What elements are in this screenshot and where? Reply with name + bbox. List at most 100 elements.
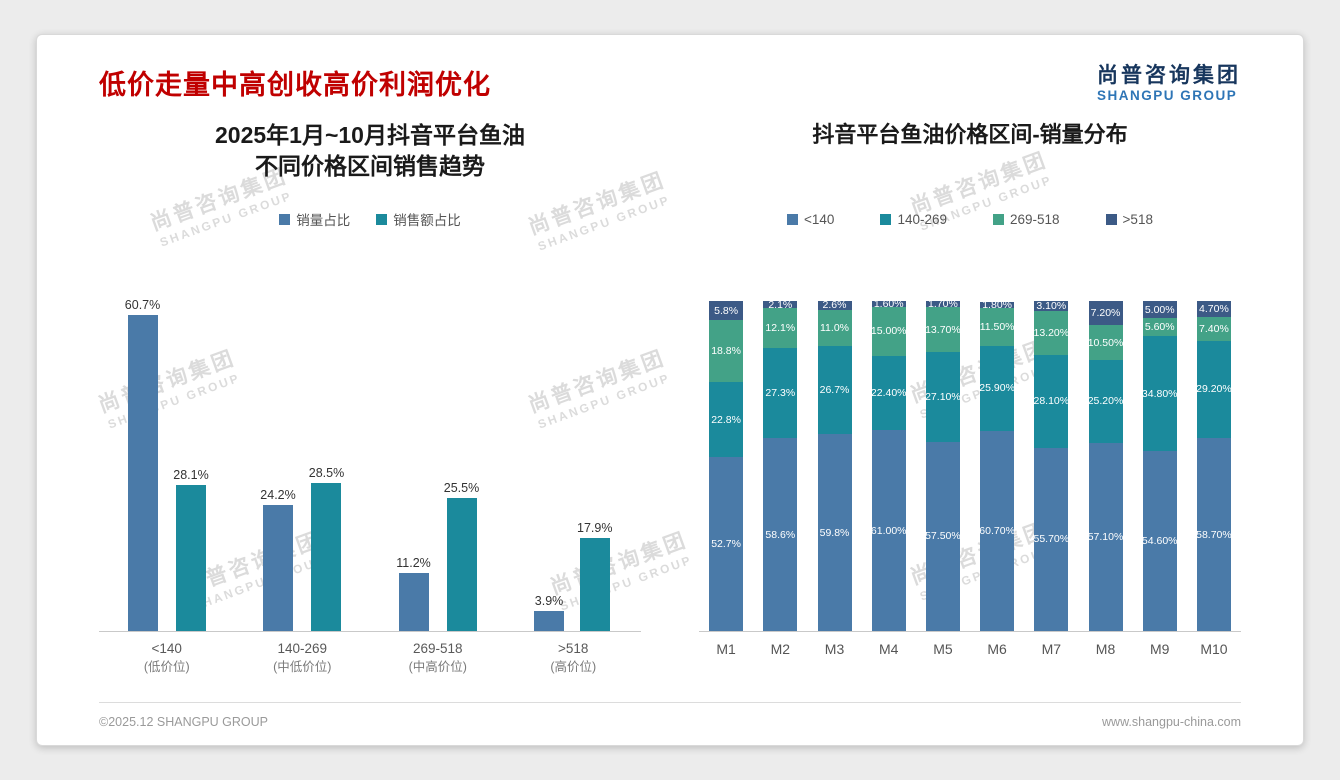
segment-value-label: 57.50% [925, 530, 961, 543]
segment-value-label: 58.70% [1196, 528, 1232, 541]
segment-value-label: 25.20% [1087, 395, 1124, 408]
company-logo: 尚普咨询集团 SHANGPU GROUP [1097, 63, 1241, 104]
legend-swatch [787, 213, 799, 225]
bar-column: 28.1% [173, 468, 209, 632]
bar-segment: 12.1% [763, 308, 798, 348]
bar-column: 3.9% [534, 594, 565, 632]
bar-segment: 59.8% [817, 434, 852, 632]
bar-segment: 15.00% [870, 306, 907, 357]
bar-segment: 26.7% [817, 345, 852, 435]
month-label: M7 [1041, 641, 1062, 658]
segment-value-label: 34.80% [1141, 387, 1178, 400]
stacked-bar-column: 58.70% 29.20% 7.40% 4.70% [1187, 250, 1241, 632]
bar-segment: 11.0% [817, 309, 852, 346]
segment-value-label: 13.20% [1033, 327, 1070, 340]
segment-value-label: 61.00% [870, 524, 907, 537]
segment-value-label: 59.8% [819, 526, 850, 539]
legend-item: 140-269 [880, 212, 947, 227]
bar-segment: 57.10% [1088, 442, 1123, 632]
category-sublabel: (高价位) [550, 660, 597, 675]
segment-value-label: 52.7% [711, 538, 741, 551]
legend-label: >518 [1122, 211, 1153, 227]
bar-segment: 5.00% [1142, 301, 1177, 318]
left-chart-x-axis: <140 (低价位) 140-269 (中低价位) 269-518 (中高价位) >518 (… [99, 640, 641, 676]
stacked-bar: 61.00% 22.40% 15.00% 1.60% [870, 298, 907, 632]
bar-segment: 1.70% [925, 298, 960, 311]
segment-value-label: 22.8% [711, 413, 741, 426]
footer-website: www.shangpu-china.com [1102, 715, 1241, 729]
bar-column: 24.2% [260, 488, 296, 632]
legend-swatch [993, 213, 1004, 225]
segment-value-label: 58.6% [765, 528, 796, 541]
legend-label: 140-269 [897, 211, 947, 227]
bar-value-label: 60.7% [124, 298, 161, 313]
bar-segment: 13.70% [925, 307, 961, 353]
logo-en-text: SHANGPU GROUP [1097, 88, 1238, 104]
category-sublabel: (中高价位) [408, 660, 467, 675]
x-axis-label: >518 (高价位) [506, 640, 642, 676]
stacked-bar-column: 57.50% 27.10% 13.70% 1.70% [916, 250, 970, 632]
stacked-bar-column: 58.6% 27.3% 12.1% 2.1% [753, 250, 807, 632]
bar-group: 11.2% 25.5% [370, 250, 506, 632]
stacked-bar-column: 55.70% 28.10% 13.20% 3.10% [1024, 250, 1078, 632]
segment-value-label: 15.00% [870, 325, 907, 338]
bar-group: 24.2% 28.5% [235, 250, 371, 632]
slide-footer: ©2025.12 SHANGPU GROUP www.shangpu-china… [99, 702, 1241, 729]
category-sublabel: (低价位) [143, 660, 190, 675]
bar [579, 538, 610, 632]
bar [127, 315, 158, 632]
bar-segment: 54.60% [1141, 451, 1178, 632]
bar-segment: 28.10% [1034, 354, 1069, 448]
month-label: M6 [987, 641, 1007, 658]
month-label: M5 [933, 641, 953, 658]
stacked-bar-column: 59.8% 26.7% 11.0% 2.6% [807, 250, 861, 632]
stacked-bar: 58.70% 29.20% 7.40% 4.70% [1196, 301, 1232, 632]
segment-value-label: 5.8% [714, 304, 739, 317]
category-label: 269-518 [412, 641, 463, 657]
segment-value-label: 10.50% [1087, 336, 1124, 349]
bar-segment: 25.90% [979, 345, 1015, 432]
logo-cn-text: 尚普咨询集团 [1097, 64, 1241, 87]
stacked-bar-column: 60.70% 25.90% 11.50% 1.80% [970, 250, 1024, 632]
bar-segment: 11.50% [980, 307, 1015, 346]
page-title: 低价走量中高创收高价利润优化 [99, 70, 491, 100]
bar-segment: 2.6% [817, 299, 852, 311]
month-label: M3 [824, 641, 845, 658]
segment-value-label: 5.00% [1144, 303, 1175, 316]
right-chart-x-axis: M1 M2 M3 M4 M5 M6 M7 M8 M9 M10 [699, 640, 1241, 660]
bar-segment: 22.40% [870, 356, 907, 431]
bar [534, 611, 565, 632]
bar-segment: 60.70% [979, 431, 1015, 632]
bar-value-label: 28.1% [173, 468, 209, 483]
legend-item: 269-518 [993, 212, 1060, 227]
segment-value-label: 1.60% [873, 298, 904, 311]
bar-segment: 58.6% [763, 437, 798, 632]
segment-value-label: 26.7% [819, 384, 850, 397]
grouped-bar-chart: 2025年1月~10月抖音平台鱼油 不同价格区间销售趋势 销量占比 销售额占比 6… [99, 120, 641, 676]
segment-value-label: 1.70% [928, 298, 958, 311]
bar-segment: 7.20% [1088, 301, 1123, 326]
left-chart-title-line2: 不同价格区间销售趋势 [255, 153, 485, 180]
segment-value-label: 55.70% [1033, 533, 1070, 546]
segment-value-label: 22.40% [870, 387, 907, 400]
footer-copyright: ©2025.12 SHANGPU GROUP [99, 715, 268, 729]
stacked-bar: 52.7% 22.8% 18.8% 5.8% [709, 301, 744, 632]
bar-segment: 3.10% [1034, 300, 1069, 313]
bar [446, 498, 477, 632]
legend-swatch [880, 213, 892, 225]
segment-value-label: 54.60% [1141, 535, 1178, 548]
bar-column: 28.5% [309, 466, 344, 632]
bar-segment: 13.20% [1033, 311, 1070, 355]
bar-segment: 4.70% [1196, 301, 1231, 317]
bar [311, 483, 342, 632]
segment-value-label: 60.70% [979, 525, 1015, 538]
stacked-bar: 57.50% 27.10% 13.70% 1.70% [925, 298, 961, 632]
segment-value-label: 3.10% [1036, 300, 1067, 313]
month-label: M4 [878, 641, 899, 658]
month-label: M9 [1150, 641, 1170, 658]
stacked-bar: 60.70% 25.90% 11.50% 1.80% [979, 298, 1015, 632]
bar-group: 3.9% 17.9% [506, 250, 642, 632]
bar-segment: 27.3% [763, 347, 798, 438]
segment-value-label: 1.80% [982, 298, 1012, 311]
legend-label: 269-518 [1010, 211, 1060, 227]
